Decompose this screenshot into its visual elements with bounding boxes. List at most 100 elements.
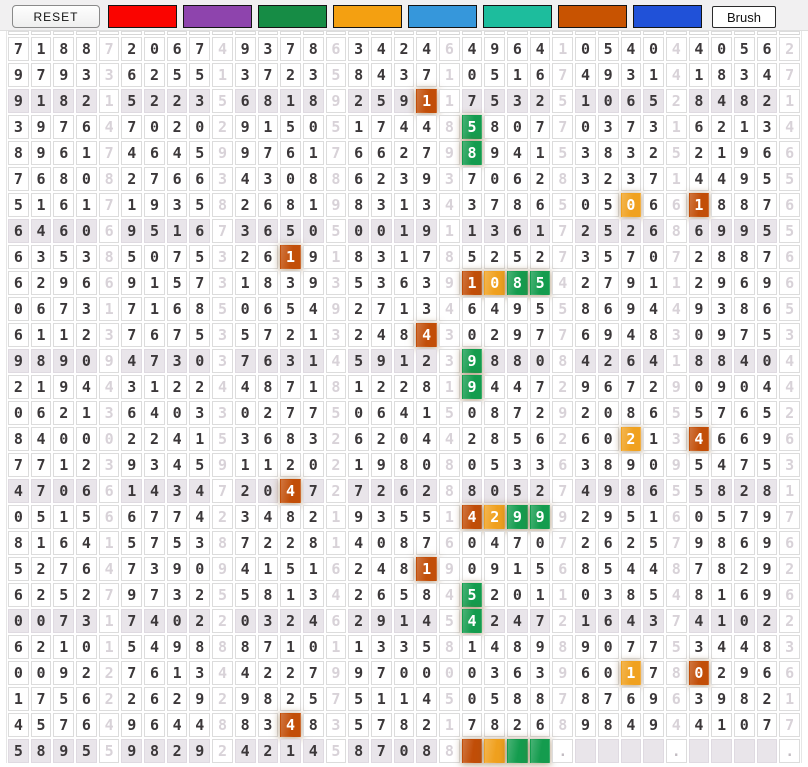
grid-cell[interactable]: 2: [461, 427, 483, 451]
grid-cell[interactable]: 1: [30, 323, 52, 347]
grid-cell[interactable]: 3: [76, 245, 97, 269]
grid-cell[interactable]: [756, 739, 778, 763]
grid-cell[interactable]: 4: [393, 115, 415, 139]
grid-cell[interactable]: 6: [665, 687, 687, 711]
grid-cell[interactable]: 1: [643, 427, 664, 451]
grid-cell[interactable]: 1: [30, 375, 52, 399]
grid-cell[interactable]: 1: [529, 219, 551, 243]
grid-cell[interactable]: 5: [212, 297, 233, 321]
grid-cell[interactable]: 5: [507, 245, 528, 269]
grid-cell[interactable]: 3: [575, 453, 596, 477]
grid-cell[interactable]: 2: [121, 167, 143, 191]
grid-cell[interactable]: 4: [688, 713, 710, 737]
grid-cell[interactable]: 6: [166, 167, 188, 191]
grid-cell[interactable]: 2: [76, 323, 97, 347]
grid-cell[interactable]: 1: [98, 609, 120, 633]
grid-cell[interactable]: [733, 739, 755, 763]
grid-cell[interactable]: 6: [756, 661, 778, 685]
grid-cell[interactable]: 4: [620, 609, 642, 633]
grid-cell[interactable]: 7: [507, 401, 528, 425]
grid-cell[interactable]: 4: [302, 297, 324, 321]
grid-cell[interactable]: 5: [484, 687, 506, 711]
grid-cell[interactable]: 9: [234, 115, 256, 139]
grid-cell[interactable]: 6: [733, 427, 755, 451]
grid-cell[interactable]: 8: [439, 479, 460, 503]
grid-cell[interactable]: 0: [189, 557, 211, 581]
grid-cell[interactable]: 3: [302, 63, 324, 87]
grid-cell[interactable]: 3: [643, 115, 664, 139]
grid-cell[interactable]: 9: [733, 167, 755, 191]
grid-cell[interactable]: 2: [348, 583, 369, 607]
grid-cell[interactable]: 7: [552, 479, 574, 503]
grid-cell[interactable]: 7: [325, 687, 347, 711]
grid-cell[interactable]: 4: [234, 661, 256, 685]
grid-cell[interactable]: 4: [620, 323, 642, 347]
grid-cell[interactable]: 0: [234, 401, 256, 425]
grid-cell[interactable]: 8: [234, 713, 256, 737]
grid-cell[interactable]: 2: [756, 687, 778, 711]
grid-cell[interactable]: 7: [166, 323, 188, 347]
grid-cell[interactable]: 0: [688, 505, 710, 529]
grid-cell[interactable]: 9: [212, 557, 233, 581]
grid-cell[interactable]: 3: [76, 63, 97, 87]
grid-cell[interactable]: 9: [348, 661, 369, 685]
grid-cell[interactable]: 7: [779, 63, 800, 87]
grid-cell[interactable]: 8: [756, 635, 778, 659]
grid-cell[interactable]: 3: [98, 453, 120, 477]
grid-cell[interactable]: 6: [756, 37, 778, 61]
grid-cell[interactable]: 7: [507, 531, 528, 555]
grid-cell[interactable]: 4: [370, 323, 392, 347]
grid-cell[interactable]: 2: [257, 401, 279, 425]
grid-cell[interactable]: 7: [280, 37, 301, 61]
grid-cell[interactable]: 8: [507, 193, 528, 217]
grid-cell[interactable]: 1: [257, 115, 279, 139]
grid-cell[interactable]: 4: [665, 583, 687, 607]
grid-cell[interactable]: 3: [416, 193, 438, 217]
grid-cell[interactable]: 1: [121, 479, 143, 503]
grid-cell[interactable]: 2: [733, 557, 755, 581]
grid-cell[interactable]: 0: [370, 219, 392, 243]
grid-cell[interactable]: 4: [688, 167, 710, 191]
grid-cell[interactable]: 9: [212, 141, 233, 165]
grid-cell[interactable]: 4: [416, 37, 438, 61]
grid-cell[interactable]: 9: [711, 323, 732, 347]
grid-cell[interactable]: 6: [779, 531, 800, 555]
grid-cell[interactable]: 0: [733, 609, 755, 633]
grid-cell[interactable]: 4: [30, 219, 52, 243]
grid-cell[interactable]: 4: [144, 479, 165, 503]
grid-cell[interactable]: 1: [439, 505, 460, 529]
grid-cell[interactable]: 5: [189, 193, 211, 217]
grid-cell[interactable]: 1: [711, 609, 732, 633]
grid-cell[interactable]: 9: [711, 219, 732, 243]
grid-cell[interactable]: 5: [166, 63, 188, 87]
grid-cell[interactable]: 1: [98, 297, 120, 321]
grid-cell[interactable]: 8: [439, 245, 460, 269]
grid-cell[interactable]: 7: [30, 453, 52, 477]
grid-cell[interactable]: 5: [280, 115, 301, 139]
grid-cell[interactable]: 7: [212, 219, 233, 243]
grid-cell[interactable]: 5: [8, 557, 29, 581]
grid-cell[interactable]: 7: [121, 297, 143, 321]
grid-cell[interactable]: 9: [643, 687, 664, 711]
grid-cell[interactable]: 1: [643, 505, 664, 529]
grid-cell[interactable]: 6: [8, 323, 29, 347]
grid-cell[interactable]: 0: [302, 219, 324, 243]
grid-cell[interactable]: 2: [76, 661, 97, 685]
grid-cell[interactable]: 5: [756, 453, 778, 477]
grid-cell[interactable]: 7: [348, 479, 369, 503]
grid-cell[interactable]: 8: [665, 661, 687, 685]
grid-cell[interactable]: 2: [484, 583, 506, 607]
grid-cell[interactable]: 1: [665, 115, 687, 139]
grid-cell[interactable]: 5: [597, 193, 619, 217]
grid-cell[interactable]: 2: [212, 115, 233, 139]
painted-cell[interactable]: [507, 739, 528, 763]
grid-cell[interactable]: 1: [325, 245, 347, 269]
grid-cell[interactable]: 2: [416, 479, 438, 503]
grid-cell[interactable]: 7: [416, 245, 438, 269]
grid-cell[interactable]: 7: [552, 323, 574, 347]
grid-cell[interactable]: 5: [121, 531, 143, 555]
grid-cell[interactable]: 5: [665, 141, 687, 165]
grid-cell[interactable]: 2: [552, 427, 574, 451]
grid-cell[interactable]: 5: [348, 271, 369, 295]
grid-cell[interactable]: 8: [257, 375, 279, 399]
